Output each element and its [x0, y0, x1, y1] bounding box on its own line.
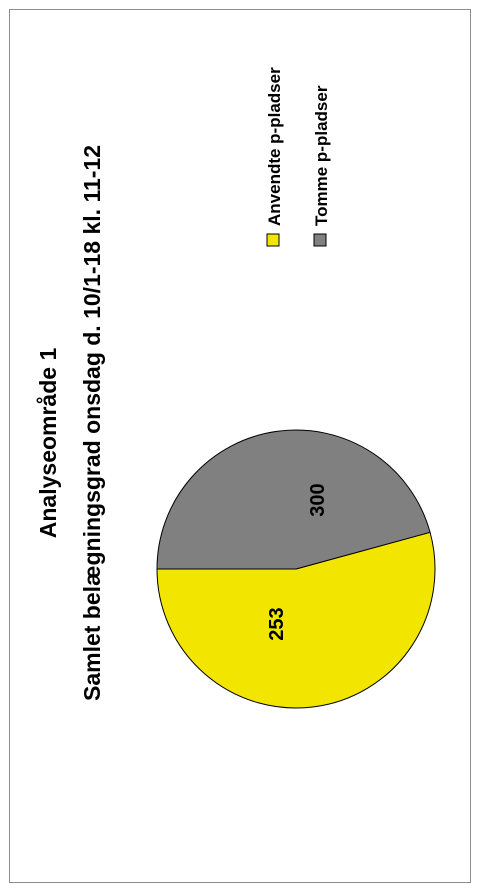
pie-slices — [156, 429, 436, 709]
legend: Anvendte p-pladser Tomme p-pladser — [265, 67, 331, 247]
pie-slice-anvendte — [156, 531, 436, 709]
chart-title: Analyseområde 1 — [35, 348, 61, 539]
legend-swatch-tomme — [313, 233, 327, 247]
data-label-tomme: 253 — [266, 607, 288, 640]
data-label-anvendte: 300 — [307, 483, 329, 516]
chart-subtitle: Samlet belægningsgrad onsdag d. 10/1-18 … — [79, 145, 105, 701]
legend-label-tomme: Tomme p-pladser — [312, 85, 331, 226]
pie-slice-tomme — [156, 429, 431, 570]
legend-swatch-anvendte — [266, 233, 280, 247]
legend-label-anvendte: Anvendte p-pladser — [265, 67, 284, 226]
